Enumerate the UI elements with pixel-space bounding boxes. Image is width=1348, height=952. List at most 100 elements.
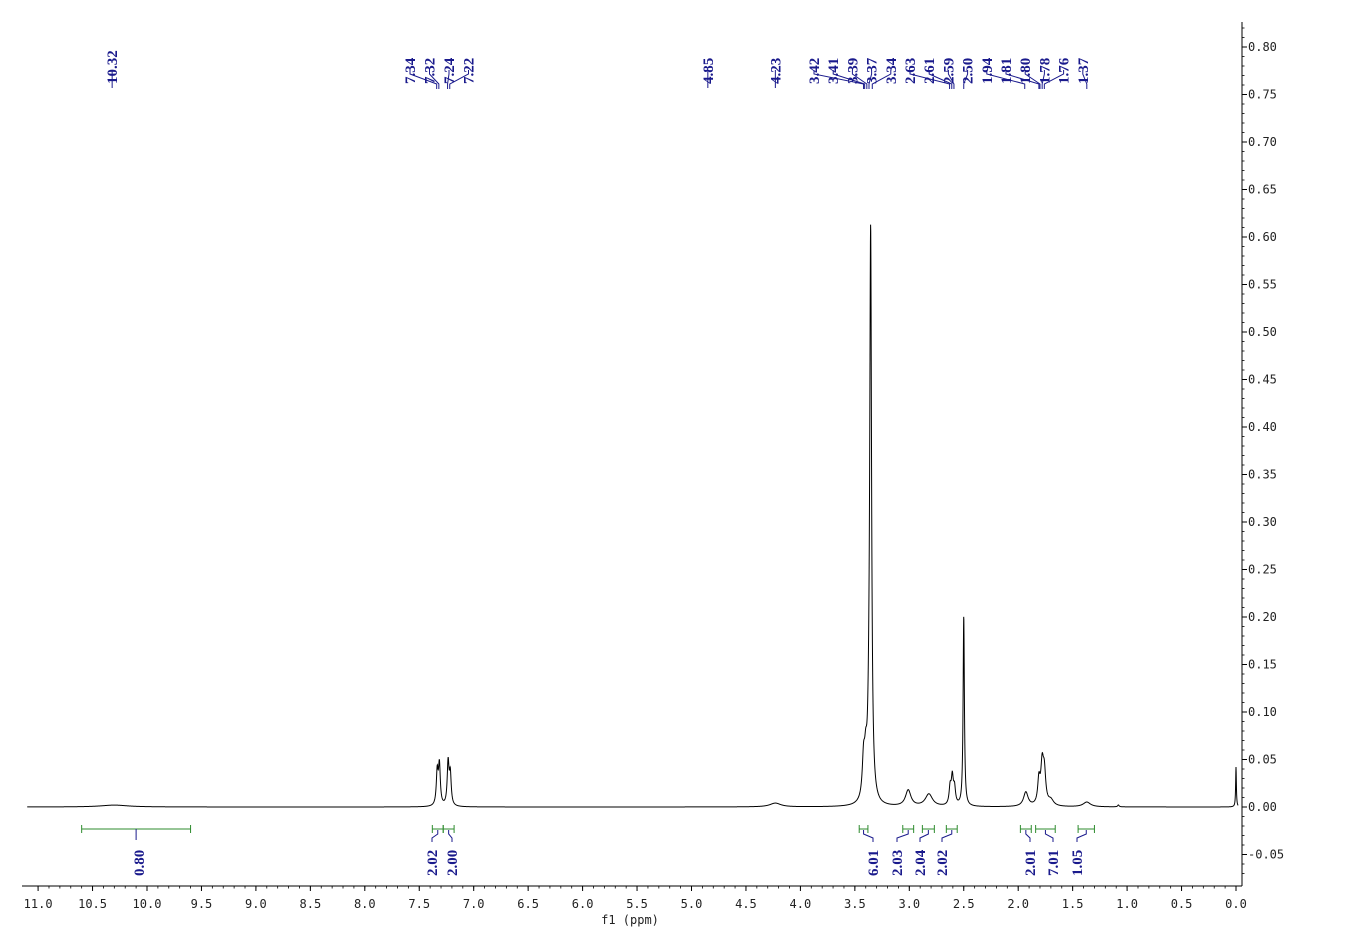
y-tick-label: 0.50	[1248, 325, 1277, 339]
integral-label: 2.01	[1023, 850, 1039, 876]
peak-label: 3.41	[826, 58, 842, 84]
x-tick-label: 10.5	[78, 897, 107, 911]
peak-label: 2.63	[903, 58, 919, 84]
peak-leader	[871, 70, 892, 89]
peak-label: 3.37	[865, 57, 881, 84]
x-tick-label: 4.5	[735, 897, 757, 911]
peak-leader	[813, 70, 865, 89]
peak-label: 1.94	[980, 57, 996, 84]
peak-label: 4.85	[701, 58, 717, 84]
integral-label: 2.04	[913, 849, 929, 876]
peak-label: 3.39	[845, 58, 861, 84]
integral-leader	[448, 830, 453, 842]
integral-leader	[919, 830, 929, 842]
x-axis-title: f1 (ppm)	[601, 913, 659, 927]
y-tick-label: 0.65	[1248, 183, 1277, 197]
peak-label: 3.34	[884, 57, 900, 84]
x-tick-label: 3.0	[898, 897, 920, 911]
integral-label: 1.05	[1070, 850, 1086, 876]
integral-leader	[863, 830, 874, 842]
y-tick-label: -0.05	[1248, 848, 1284, 862]
y-tick-label: 0.45	[1248, 373, 1277, 387]
peak-label: 7.34	[403, 57, 419, 84]
integral-label: 2.00	[445, 850, 461, 876]
peak-leader	[1043, 70, 1065, 89]
integral-leader	[1044, 830, 1054, 842]
peak-leader	[1005, 70, 1040, 89]
x-tick-label: 5.0	[681, 897, 703, 911]
peak-label: 7.22	[462, 58, 478, 84]
y-tick-label: 0.05	[1248, 753, 1277, 767]
x-tick-label: 2.0	[1007, 897, 1029, 911]
y-tick-label: 0.55	[1248, 278, 1277, 292]
peak-label: 7.32	[423, 58, 439, 84]
x-tick-label: 7.5	[408, 897, 430, 911]
integral-leader	[941, 830, 953, 842]
peak-label: 2.50	[961, 58, 977, 84]
x-tick-label: 5.5	[626, 897, 648, 911]
peak-leader	[851, 70, 868, 89]
peak-leader	[909, 70, 951, 89]
integral-leader	[1025, 830, 1031, 842]
x-tick-label: 0.5	[1171, 897, 1193, 911]
x-axis: 11.0 10.5 10.0 9.5 9.0 8.5 8.0 7.5 7.0 6.5 6.0 5.5 5…	[22, 885, 1247, 911]
integral-label: 2.03	[890, 850, 906, 876]
peak-leader	[447, 70, 450, 89]
integral-leader	[1076, 830, 1087, 842]
peak-leader	[1041, 70, 1045, 89]
peak-label: 2.61	[922, 58, 938, 84]
x-tick-label: 4.0	[790, 897, 812, 911]
peak-label: 1.80	[1018, 58, 1034, 84]
integral-label: 6.01	[866, 850, 882, 876]
x-tick-label: 1.5	[1062, 897, 1084, 911]
integral-label: 7.01	[1046, 850, 1062, 876]
peak-leader	[868, 70, 873, 89]
integral-leader	[431, 830, 439, 842]
y-tick-label: 0.60	[1248, 230, 1277, 244]
x-tick-label: 1.0	[1116, 897, 1138, 911]
y-tick-label: 0.15	[1248, 658, 1277, 672]
peak-leader	[928, 70, 953, 89]
integrals-group: 0.80 2.02 2.00 6.01 2.03 2.04 2.02 2.01 7.01 1.05	[81, 825, 1095, 876]
integral-label: 2.02	[425, 850, 441, 876]
peak-label: 1.76	[1057, 57, 1073, 84]
peak-leader	[832, 70, 866, 89]
y-tick-label: 0.40	[1248, 420, 1277, 434]
x-tick-label: 6.0	[572, 897, 594, 911]
y-tick-label: 0.80	[1248, 40, 1277, 54]
y-tick-label: 0.75	[1248, 88, 1277, 102]
y-tick-label: 0.00	[1248, 800, 1277, 814]
peak-leader	[449, 70, 469, 89]
x-tick-label: 11.0	[24, 897, 53, 911]
x-tick-label: 6.5	[517, 897, 539, 911]
y-tick-label: 0.30	[1248, 515, 1277, 529]
x-tick-label: 9.0	[245, 897, 267, 911]
x-tick-label: 7.0	[463, 897, 485, 911]
y-tick-label: 0.70	[1248, 135, 1277, 149]
y-tick-label: 0.20	[1248, 610, 1277, 624]
peak-label: 4.23	[768, 58, 784, 84]
x-tick-label: 10.0	[133, 897, 162, 911]
x-tick-label: 0.0	[1225, 897, 1247, 911]
peak-label: 7.24	[442, 57, 458, 84]
peak-leader	[963, 70, 969, 89]
y-tick-label: 0.25	[1248, 563, 1277, 577]
integral-label: 0.80	[132, 850, 148, 876]
peak-labels-group: 10.32 7.34 7.32 7.24 7.22 4.85 4.23 3.42 3.41 3.3…	[105, 50, 1092, 89]
peak-leader	[986, 70, 1026, 89]
integral-leader	[896, 830, 909, 842]
peak-label: 1.37	[1076, 57, 1092, 84]
y-axis: 0.80 0.75 0.70 0.65 0.60 0.55 0.50 0.45 0.40 0.35…	[1241, 22, 1284, 886]
peak-label: 1.81	[999, 58, 1015, 84]
peak-leader	[409, 70, 438, 89]
peak-label: 10.32	[105, 50, 121, 84]
integral-label: 2.02	[935, 850, 951, 876]
x-tick-label: 8.0	[354, 897, 376, 911]
peak-leader	[947, 70, 955, 89]
spectrum-line	[27, 224, 1239, 808]
y-tick-label: 0.35	[1248, 468, 1277, 482]
peak-label: 2.59	[941, 58, 957, 84]
x-tick-label: 8.5	[300, 897, 322, 911]
peak-leader	[1082, 70, 1088, 89]
